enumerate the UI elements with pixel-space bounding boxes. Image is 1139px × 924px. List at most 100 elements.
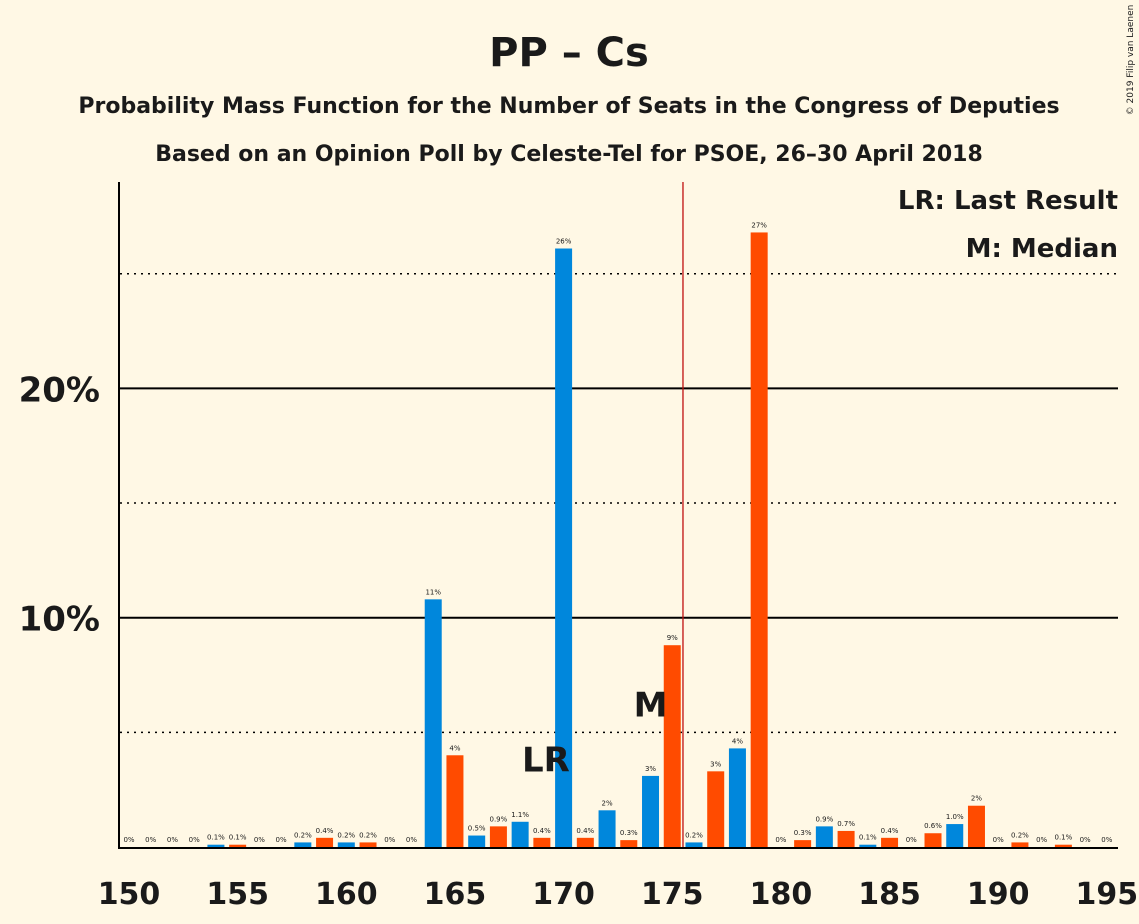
bar-label: 0%: [775, 836, 786, 844]
bar-label: 4%: [449, 744, 460, 752]
bar-label: 3%: [710, 760, 721, 768]
bar: [881, 837, 899, 847]
bar-label: 0.2%: [294, 831, 312, 839]
bar: [946, 824, 964, 847]
markers: LR M: [522, 182, 684, 847]
median-marker: M: [634, 685, 668, 725]
bar: [533, 837, 551, 847]
bar: [815, 826, 833, 847]
bar-label: 0.7%: [837, 820, 855, 828]
bar: [859, 844, 877, 847]
bar: [967, 805, 985, 847]
bar: [489, 826, 507, 847]
bar: [924, 833, 942, 847]
bar: [1054, 844, 1072, 847]
bar: [1011, 842, 1029, 847]
x-tick-label: 180: [750, 877, 813, 912]
bar-label: 0%: [906, 836, 917, 844]
bar: [468, 835, 486, 847]
bar-label: 4%: [732, 737, 743, 745]
bar-label: 0%: [384, 836, 395, 844]
bar-label: 0%: [1036, 836, 1047, 844]
bar: [642, 775, 660, 847]
bar-label: 0%: [189, 836, 200, 844]
last-result-marker: LR: [522, 740, 570, 780]
bar: [750, 232, 768, 848]
chart-title: PP – Cs: [489, 30, 649, 76]
y-tick-labels: 10% 20%: [19, 370, 100, 639]
bar-label: 0.4%: [316, 827, 334, 835]
bar-label: 0.4%: [881, 827, 899, 835]
bar-label: 0.1%: [1054, 834, 1072, 842]
bar-label: 2%: [602, 799, 613, 807]
bar-label: 0.9%: [490, 815, 508, 823]
bar-label: 0%: [276, 836, 287, 844]
x-tick-label: 185: [858, 877, 921, 912]
grid-lines: [120, 272, 1118, 734]
bar-label: 0%: [254, 836, 265, 844]
bar-label: 0.3%: [620, 829, 638, 837]
x-tick-label: 190: [967, 877, 1030, 912]
bar: [728, 748, 746, 847]
bar: [685, 842, 703, 847]
bar: [794, 840, 812, 847]
bar-label: 0.1%: [859, 834, 877, 842]
chart-subtitle-2: Based on an Opinion Poll by Celeste-Tel …: [155, 142, 983, 167]
bar-label: 0.5%: [468, 825, 486, 833]
chart-subtitle-1: Probability Mass Function for the Number…: [78, 94, 1059, 119]
bar-label: 0%: [993, 836, 1004, 844]
axes: [118, 182, 1118, 849]
x-tick-label: 150: [98, 877, 161, 912]
bar: [555, 248, 573, 847]
bar: [598, 810, 616, 847]
x-tick-label: 165: [424, 877, 487, 912]
bar-label: 0.6%: [924, 822, 942, 830]
bar-label: 0%: [1101, 836, 1112, 844]
x-tick-labels: 150 155 160 165 170 175 180 185 190 195: [98, 877, 1138, 912]
bar-label: 0.4%: [576, 827, 594, 835]
bar-label: 9%: [667, 634, 678, 642]
bar: [837, 830, 855, 847]
bar-label: 3%: [645, 765, 656, 773]
bar-label: 0.3%: [794, 829, 812, 837]
bar-label: 2%: [971, 795, 982, 803]
bar-label: 0%: [406, 836, 417, 844]
bar-label: 0.2%: [1011, 831, 1029, 839]
bar-label: 27%: [751, 221, 767, 229]
bar-label: 0.4%: [533, 827, 551, 835]
bar-label: 0%: [167, 836, 178, 844]
bar-labels: 0% 0% 0% 0% 0.1% 0.1% 0% 0%0.2%0.4%0.2% 0.2%0% 0%…: [123, 221, 1112, 844]
x-tick-label: 195: [1076, 877, 1139, 912]
bar-label: 11%: [425, 588, 441, 596]
bar: [446, 755, 464, 847]
bar-label: 0.9%: [815, 815, 833, 823]
bar-label: 1.0%: [946, 813, 964, 821]
x-tick-label: 170: [532, 877, 595, 912]
bar: [663, 645, 681, 847]
bar-label: 0.2%: [685, 831, 703, 839]
copyright-note: © 2019 Filip van Laenen: [1126, 5, 1136, 116]
bar: [229, 844, 247, 847]
bar: [576, 837, 594, 847]
bar-label: 26%: [556, 238, 572, 246]
bars: [207, 232, 1072, 848]
bar-label: 0%: [123, 836, 134, 844]
bar: [424, 599, 442, 847]
x-tick-label: 160: [315, 877, 378, 912]
legend-median: M: Median: [966, 234, 1118, 264]
y-tick-label: 20%: [19, 370, 100, 410]
y-tick-label: 10%: [19, 600, 100, 640]
bar-label: 0.2%: [337, 831, 355, 839]
bar-label: 1.1%: [511, 811, 529, 819]
legend-last-result: LR: Last Result: [898, 186, 1118, 216]
bar: [511, 821, 529, 847]
bar: [294, 842, 312, 847]
bar-label: 0%: [1080, 836, 1091, 844]
bar: [359, 842, 377, 847]
bar: [316, 837, 334, 847]
bar: [207, 844, 225, 847]
bar-label: 0.1%: [207, 834, 225, 842]
bar: [707, 771, 725, 847]
bar-label: 0%: [145, 836, 156, 844]
